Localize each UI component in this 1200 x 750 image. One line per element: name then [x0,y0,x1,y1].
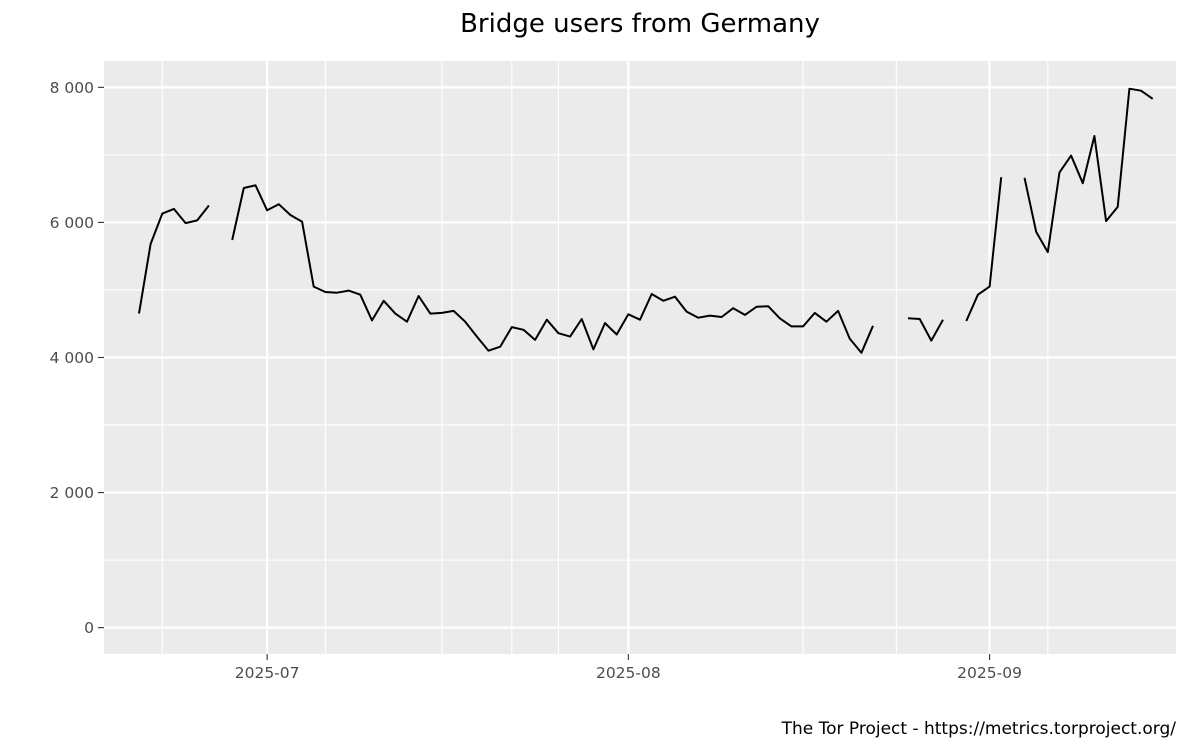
series-lines [138,87,1154,354]
chart-caption: The Tor Project - https://metrics.torpro… [781,719,1177,739]
y-tick-label: 8 000 [50,79,94,97]
y-tick-label: 2 000 [50,484,94,502]
series-line-segment [907,317,944,342]
series-line-segment [965,177,1003,322]
chart-title: Bridge users from Germany [460,9,820,39]
series-line-segment [1023,87,1154,254]
x-tick-label: 2025-08 [596,664,661,682]
series-line-segment [231,184,874,354]
y-tick-label: 0 [84,619,94,637]
x-axis: 2025-07 2025-08 2025-09 [235,654,1022,682]
y-tick-label: 6 000 [50,214,94,232]
y-tick-label: 4 000 [50,349,94,367]
y-axis: 0 2 000 4 000 6 000 8 000 [50,79,104,637]
series-line-segment [138,204,210,314]
major-gridlines [104,61,1176,654]
x-tick-label: 2025-07 [235,664,300,682]
x-tick-label: 2025-09 [957,664,1022,682]
